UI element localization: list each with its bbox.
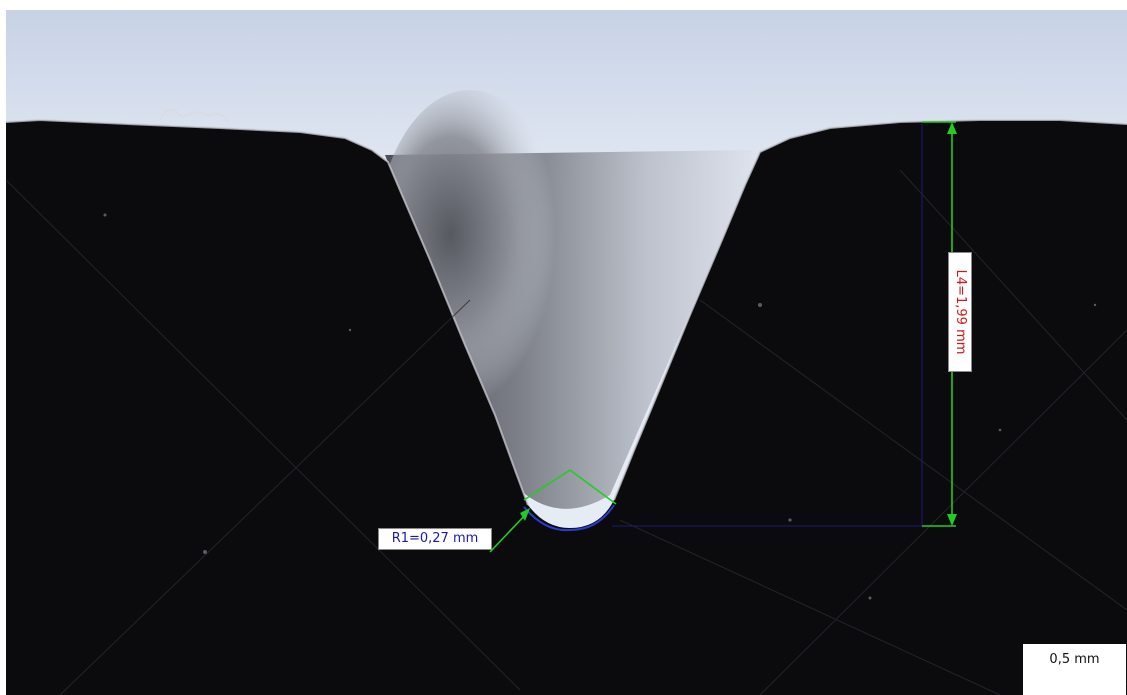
- depth-reference-lines: [612, 124, 923, 527]
- scale-bar: 0,5 mm: [1023, 644, 1126, 695]
- material-body: [6, 120, 1127, 695]
- radius-measurement-text: R1=0,27 mm: [391, 531, 479, 546]
- radius-measurement-label: R1=0,27 mm: [378, 528, 492, 550]
- depth-measurement-label: L4=1,99 mm: [948, 252, 972, 372]
- radius-arc: [523, 504, 615, 532]
- radius-construction: [489, 469, 617, 553]
- scale-bar-label: 0,5 mm: [1049, 652, 1100, 667]
- depth-measurement-text: L4=1,99 mm: [953, 269, 968, 355]
